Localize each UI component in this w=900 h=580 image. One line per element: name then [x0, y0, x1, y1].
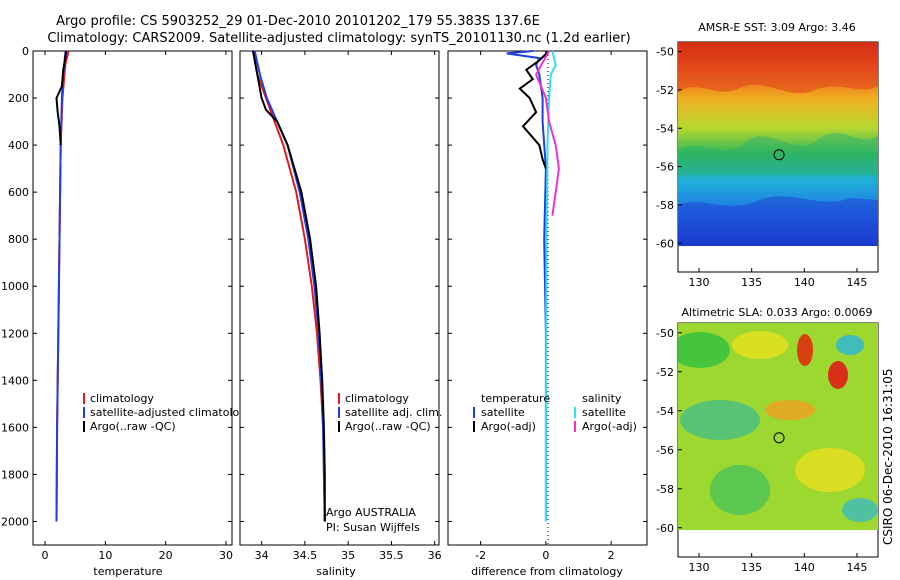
legend-label-argo: Argo(..raw -QC)	[345, 420, 431, 433]
y-tick-label: -56	[656, 161, 674, 174]
series-line-argo-raw-qc	[55, 50, 68, 146]
y-tick-label: -60	[656, 522, 674, 535]
y-tick-label: 1000	[1, 280, 29, 293]
legend-label-climatology: climatology	[345, 392, 409, 405]
sst-map-title: AMSR-E SST: 3.09 Argo: 3.46	[698, 21, 856, 34]
x-tick-label: 36	[428, 549, 442, 562]
y-tick-label: -54	[656, 405, 674, 418]
y-tick-label: -50	[656, 46, 674, 59]
series-line-satellite-adjusted-climatology	[55, 50, 67, 522]
sla-trough-patch	[836, 335, 864, 355]
title-line-1: Argo profile: CS 5903252_29 01-Dec-2010 …	[56, 14, 540, 29]
legend-label-satellite-adjusted: satellite-adjusted climatolo	[90, 406, 240, 419]
sla-high-patch	[765, 400, 815, 420]
salinity-axes-frame	[239, 50, 440, 546]
y-tick-label: 1800	[1, 468, 29, 481]
x-tick-label: 145	[846, 276, 867, 289]
sst-front-band	[678, 132, 878, 175]
x-tick-label: 30	[219, 549, 233, 562]
title-line-2: Climatology: CARS2009. Satellite-adjuste…	[47, 31, 630, 46]
y-tick-label: 1200	[1, 327, 29, 340]
x-tick-label: 2	[608, 549, 615, 562]
sla-trough-patch	[680, 400, 760, 440]
sla-map-title: Altimetric SLA: 0.033 Argo: 0.0069	[681, 306, 872, 319]
legend-header-salinity: salinity	[582, 392, 622, 405]
x-tick-label: -2	[475, 549, 486, 562]
y-tick-label: -54	[656, 122, 674, 135]
temperature-panel: 0 10 20 30 0 200 400 600 800 1000 1200 1400 1600 1800…	[1, 45, 240, 578]
sla-low-patch	[710, 465, 770, 515]
pi-annotation: PI: Susan Wijffels	[326, 521, 420, 534]
sst-warm-band	[678, 42, 878, 94]
difference-legend: temperature salinity satellite Argo(-adj…	[473, 392, 637, 433]
sla-high-patch	[795, 448, 865, 492]
legend-header-temperature: temperature	[481, 392, 550, 405]
sst-cold-band	[678, 196, 878, 246]
sla-map-panel: Altimetric SLA: 0.033 Argo: 0.0069 130 13…	[656, 306, 879, 574]
temperature-legend: climatology satellite-adjusted climatolo…	[83, 392, 240, 433]
legend-label-sal-satellite: satellite	[582, 406, 626, 419]
sla-peak-patch	[828, 361, 848, 389]
series-line-salinity-argo-adj	[534, 50, 560, 216]
x-tick-label: 140	[794, 276, 815, 289]
temperature-xlabel: temperature	[93, 565, 162, 578]
legend-label-argo: Argo(..raw -QC)	[90, 420, 176, 433]
profile-location-marker	[773, 149, 785, 161]
y-tick-label: 2000	[1, 515, 29, 528]
sla-low-patch	[678, 332, 730, 368]
series-line-argo-raw-qc	[252, 50, 326, 522]
legend-label-sal-argo: Argo(-adj)	[582, 420, 637, 433]
temperature-axes-frame	[32, 50, 233, 546]
y-tick-label: 800	[8, 233, 29, 246]
x-tick-label: 34.5	[293, 549, 318, 562]
x-tick-label: 0	[42, 549, 49, 562]
y-tick-label: -58	[656, 483, 674, 496]
y-tick-label: 200	[8, 92, 29, 105]
series-line-satellite-adj-clim	[253, 50, 326, 522]
x-tick-label: 34	[255, 549, 269, 562]
x-tick-label: 10	[98, 549, 112, 562]
argo-agency-annotation: Argo AUSTRALIA	[326, 506, 416, 519]
legend-label-satellite-adj: satellite adj. clim.	[345, 406, 442, 419]
y-tick-label: -50	[656, 327, 674, 340]
difference-panel: -2 0 2 difference from climatology tempera…	[447, 50, 648, 578]
series-line-salinity-satellite	[544, 50, 557, 522]
salinity-panel: 34 34.5 35 35.5 36 salinity climatology sate…	[239, 50, 442, 578]
sla-trough-patch	[842, 498, 878, 522]
y-tick-label: 1400	[1, 374, 29, 387]
x-tick-label: 140	[794, 561, 815, 574]
difference-xlabel: difference from climatology	[471, 565, 623, 578]
y-tick-label: 1600	[1, 421, 29, 434]
y-tick-label: -60	[656, 237, 674, 250]
sst-map-panel: AMSR-E SST: 3.09 Argo: 3.46 130 135 140 145…	[656, 21, 879, 289]
x-tick-label: 135	[741, 276, 762, 289]
legend-label-temp-argo: Argo(-adj)	[481, 420, 536, 433]
series-line-temperature-argo-adj	[518, 50, 550, 169]
legend-label-temp-satellite: satellite	[481, 406, 525, 419]
sla-peak-patch	[797, 334, 813, 366]
y-tick-label: -56	[656, 444, 674, 457]
y-tick-label: -52	[656, 84, 674, 97]
timestamp-stamp: CSIRO 06-Dec-2010 16:31:05	[881, 368, 895, 545]
x-tick-label: 145	[846, 561, 867, 574]
y-tick-label: -52	[656, 366, 674, 379]
y-tick-label: 400	[8, 139, 29, 152]
x-tick-label: 0	[542, 549, 549, 562]
sla-high-patch	[732, 331, 788, 359]
salinity-legend: climatology satellite adj. clim. Argo(..…	[338, 392, 442, 433]
x-tick-label: 35.5	[379, 549, 404, 562]
y-tick-label: 0	[22, 45, 29, 58]
salinity-xlabel: salinity	[316, 565, 356, 578]
x-tick-label: 135	[741, 561, 762, 574]
x-tick-label: 130	[689, 276, 710, 289]
legend-label-climatology: climatology	[90, 392, 154, 405]
x-tick-label: 35	[341, 549, 355, 562]
y-tick-label: -58	[656, 199, 674, 212]
profile-location-marker	[773, 432, 785, 444]
x-tick-label: 130	[689, 561, 710, 574]
x-tick-label: 20	[159, 549, 173, 562]
y-tick-label: 600	[8, 186, 29, 199]
